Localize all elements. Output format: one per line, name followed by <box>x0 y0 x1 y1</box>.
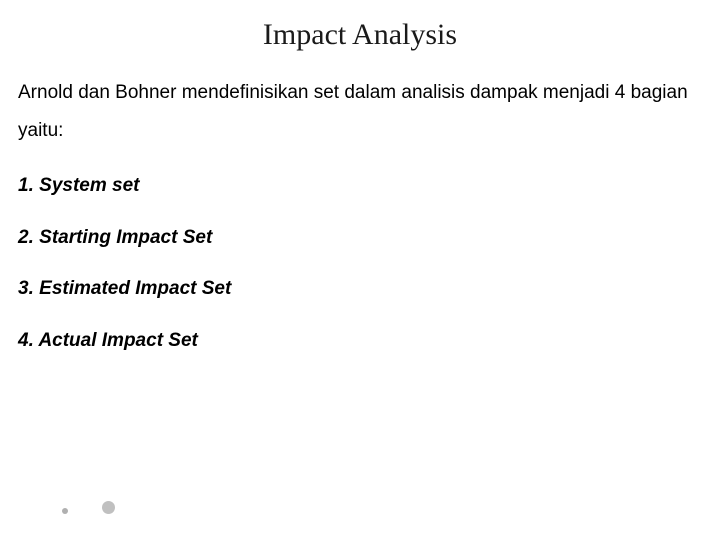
list-number: 4. <box>18 330 34 351</box>
list-item: 4. Actual Impact Set <box>18 327 702 355</box>
slide-title: Impact Analysis <box>18 18 702 52</box>
list-text: Starting Impact Set <box>39 227 212 248</box>
footer-decoration <box>62 501 115 514</box>
list-text: Actual Impact Set <box>38 330 197 351</box>
slide-body: Arnold dan Bohner mendefinisikan set dal… <box>18 74 702 354</box>
dot-icon <box>102 501 115 514</box>
list-number: 3. <box>18 278 34 299</box>
list-item: 1. System set <box>18 172 702 200</box>
list-text: System set <box>39 175 139 196</box>
list-number: 2. <box>18 227 34 248</box>
list-text: Estimated Impact Set <box>39 278 231 299</box>
list-number: 1. <box>18 175 34 196</box>
intro-paragraph: Arnold dan Bohner mendefinisikan set dal… <box>18 74 702 150</box>
list-item: 3. Estimated Impact Set <box>18 275 702 303</box>
list-item: 2. Starting Impact Set <box>18 224 702 252</box>
dot-icon <box>62 508 68 514</box>
slide: Impact Analysis Arnold dan Bohner mendef… <box>0 0 720 540</box>
